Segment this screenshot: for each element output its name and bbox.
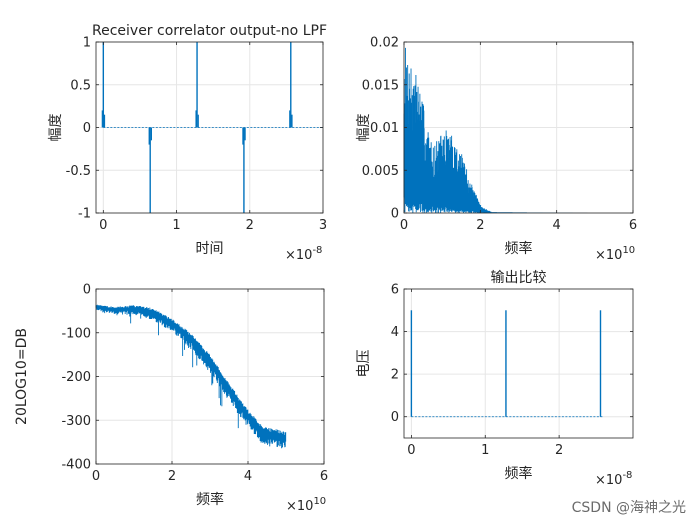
exponent-base: ×10 [286, 499, 313, 514]
x-axis-label: 时间 [196, 241, 224, 257]
axes-box [403, 288, 634, 439]
x-tick-label: 3 [319, 218, 327, 233]
x-axis-label: 频率 [505, 240, 533, 257]
y-tick-label: 6 [391, 283, 399, 298]
axes-p3: 0 2 4 6 -400 -300 -200 -100 0 频率 20LOG10=DB ×1010 [14, 283, 328, 515]
data-series [410, 310, 604, 418]
x-tick-label: 2 [168, 469, 176, 484]
y-tick-label: 0.01 [370, 121, 399, 136]
x-tick-label: 0 [92, 469, 100, 484]
y-axis-label: 电压 [356, 350, 372, 378]
chart-title: 输出比较 [491, 270, 547, 286]
data-series [101, 42, 323, 213]
axes-p1: 0 1 2 3 -1 -0.5 0 0.5 1 时间 幅度 Receiver correlator o… [48, 23, 327, 263]
x-tick-label: 6 [320, 469, 328, 484]
x-axis-label: 频率 [196, 491, 224, 508]
exponent-power: -8 [622, 470, 632, 481]
x-tick-label: 2 [246, 218, 254, 233]
y-tick-label: 2 [391, 368, 399, 383]
y-tick-label: 0.005 [362, 164, 399, 179]
y-axis-label: 幅度 [356, 114, 372, 142]
y-tick-label: -200 [61, 370, 91, 385]
x-exponent-label: ×10-8 [285, 245, 322, 263]
x-tick-label: 0 [407, 443, 415, 458]
y-tick-label: -300 [61, 414, 91, 429]
exponent-power: 10 [622, 245, 635, 256]
plot-area [404, 289, 633, 438]
y-tick-label: 0 [83, 121, 91, 136]
x-tick-label: 4 [553, 218, 561, 233]
exponent-base: ×10 [285, 248, 312, 263]
x-exponent-label: ×10-8 [595, 470, 632, 488]
exponent-power: -8 [312, 245, 322, 256]
x-exponent-label: ×1010 [286, 496, 326, 514]
x-axis-label: 频率 [505, 465, 533, 482]
x-tick-label: 1 [481, 443, 489, 458]
y-tick-label: -1 [78, 207, 91, 222]
csdn-watermark: CSDN @海神之光 [571, 500, 686, 516]
axes-p4: 0 1 2 0 2 4 6 频率 电压 输出比较 ×10-8 [356, 270, 634, 488]
y-tick-label: 4 [391, 325, 399, 340]
chart-title: Receiver correlator output-no LPF [92, 23, 327, 39]
y-tick-label: 0.5 [70, 78, 91, 93]
y-tick-label: 1 [83, 36, 91, 51]
axes-p2: 0 2 4 6 0 0.005 0.01 0.015 0.02 频率 幅度 ×1010 [356, 36, 637, 264]
x-tick-label: 1 [172, 218, 180, 233]
y-tick-label: 0 [391, 207, 399, 222]
x-tick-label: 6 [629, 218, 637, 233]
y-tick-label: 0 [391, 410, 399, 425]
y-tick-label: -100 [61, 326, 91, 341]
y-tick-label: 0 [83, 283, 91, 298]
y-tick-label: 0.015 [362, 78, 399, 93]
x-tick-label: 2 [555, 443, 563, 458]
exponent-base: ×10 [595, 248, 622, 263]
y-tick-label: -400 [61, 458, 91, 473]
x-tick-label: 0 [400, 218, 408, 233]
x-tick-label: 0 [99, 218, 107, 233]
exponent-base: ×10 [595, 473, 622, 488]
y-tick-label: 0.02 [370, 36, 399, 51]
exponent-power: 10 [313, 496, 326, 507]
y-tick-label: -0.5 [66, 164, 91, 179]
y-axis-label: 幅度 [48, 114, 64, 142]
x-tick-label: 2 [476, 218, 484, 233]
y-axis-label: 20LOG10=DB [14, 328, 30, 425]
x-exponent-label: ×1010 [595, 245, 635, 263]
x-tick-label: 4 [244, 469, 252, 484]
